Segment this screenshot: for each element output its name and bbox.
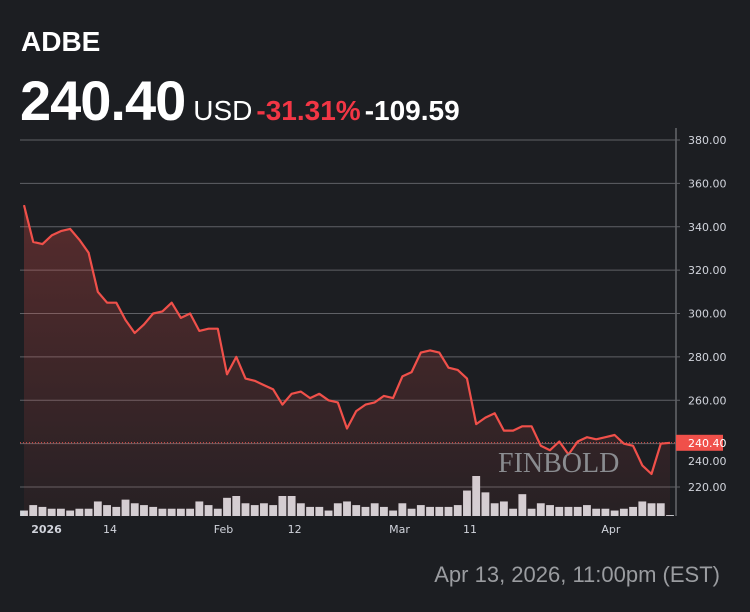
x-tick-label: 11 <box>463 523 477 536</box>
y-tick-label: 300.00 <box>688 308 727 321</box>
price-area <box>24 205 670 516</box>
y-tick-label: 220.00 <box>688 481 727 494</box>
y-tick-label: 360.00 <box>688 177 727 190</box>
price-row: 240.40 USD -31.31% -109.59 <box>20 68 460 133</box>
x-tick-label: Mar <box>389 523 410 536</box>
currency: USD <box>193 95 253 126</box>
timestamp: Apr 13, 2026, 11:00pm (EST) <box>434 562 720 587</box>
y-tick-label: 280.00 <box>688 351 727 364</box>
x-tick-label: 2026 <box>31 523 62 536</box>
change-absolute: -109.59 <box>364 95 460 126</box>
ticker-symbol: ADBE <box>21 26 101 57</box>
x-tick-label: 14 <box>103 523 117 536</box>
x-tick-label: Feb <box>214 523 233 536</box>
x-tick-label: Apr <box>601 523 621 536</box>
y-tick-label: 260.00 <box>688 394 727 407</box>
y-tick-label: 380.00 <box>688 134 727 147</box>
y-tick-label: 340.00 <box>688 221 727 234</box>
change-percent: -31.31% <box>256 95 361 126</box>
y-tick-label: 240.00 <box>688 455 727 468</box>
finbold-watermark: FINBOLD <box>498 448 619 479</box>
last-price-badge <box>676 434 723 451</box>
current-price: 240.40 <box>20 69 186 132</box>
y-tick-label: 320.00 <box>688 264 727 277</box>
price-line <box>22 204 671 476</box>
last-price-label: 240.40 <box>688 437 727 450</box>
x-tick-label: 12 <box>288 523 302 536</box>
